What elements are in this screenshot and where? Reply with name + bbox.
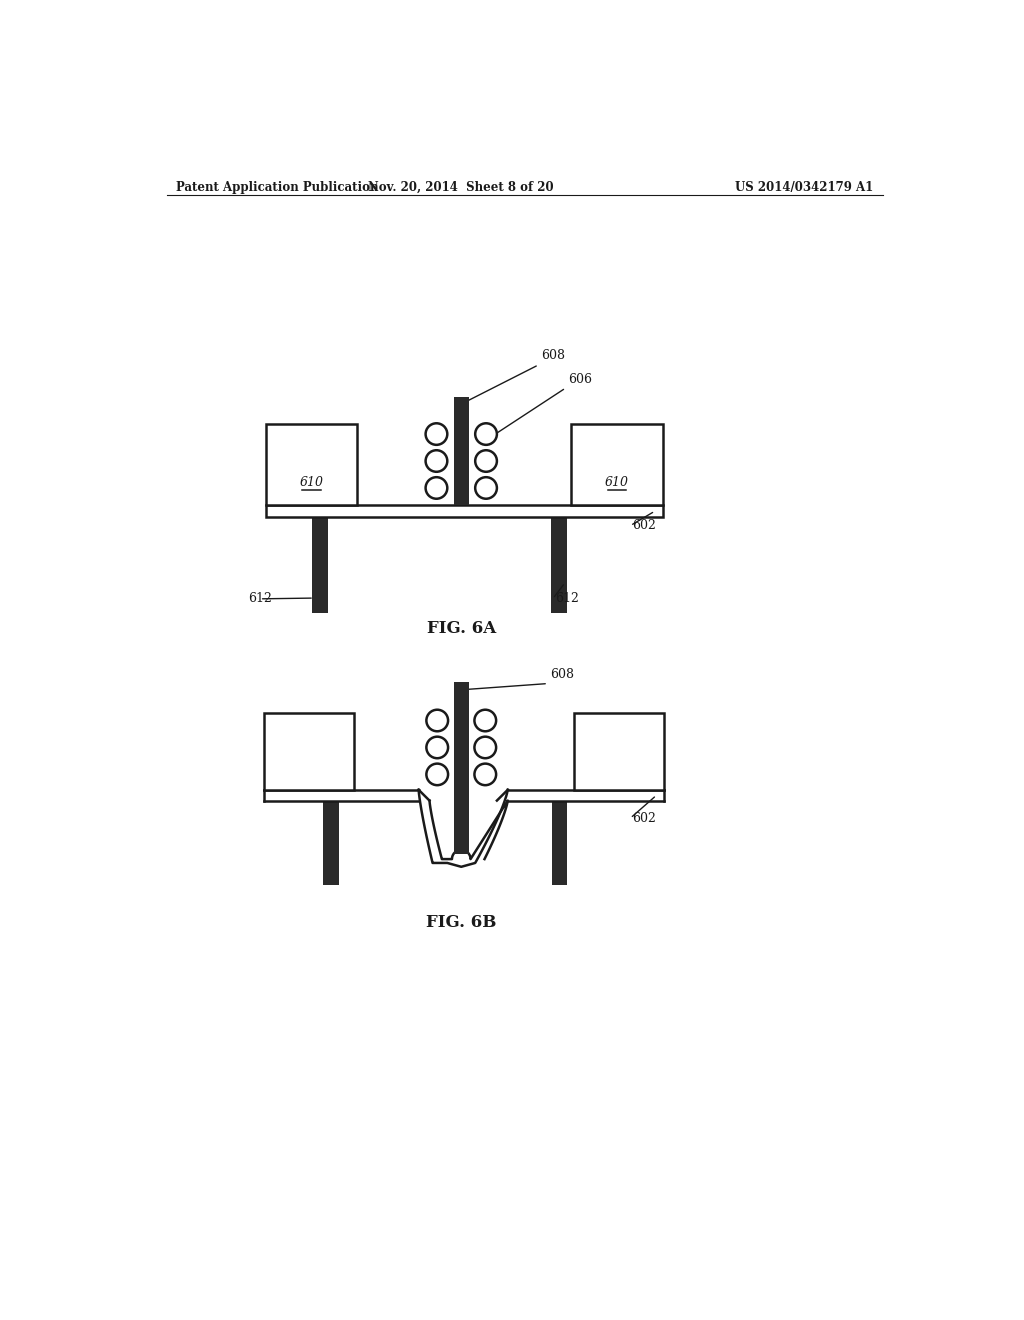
Circle shape [474,737,496,758]
Bar [263,713,353,789]
Bar [574,713,665,789]
Text: FIG. 6A: FIG. 6A [427,619,496,636]
Text: 608: 608 [541,350,565,363]
Bar [551,517,566,614]
Bar [552,800,567,886]
Bar [454,682,469,854]
Text: 610: 610 [300,477,324,490]
Text: 602: 602 [633,519,656,532]
Text: US 2014/0342179 A1: US 2014/0342179 A1 [735,181,873,194]
Circle shape [475,450,497,471]
Text: 612: 612 [555,593,579,606]
Text: 606: 606 [568,372,592,385]
Circle shape [474,763,496,785]
Bar [266,424,357,506]
Bar [324,800,339,886]
Bar [454,397,469,506]
Bar [312,517,328,614]
Circle shape [475,424,497,445]
Circle shape [426,424,447,445]
Text: Nov. 20, 2014  Sheet 8 of 20: Nov. 20, 2014 Sheet 8 of 20 [369,181,554,194]
Text: 608: 608 [550,668,574,681]
Text: Patent Application Publication: Patent Application Publication [176,181,379,194]
Circle shape [426,763,449,785]
Circle shape [426,478,447,499]
Text: 602: 602 [633,812,656,825]
Bar [266,504,663,517]
Circle shape [426,710,449,731]
Circle shape [426,737,449,758]
Text: 610: 610 [605,477,629,490]
Circle shape [475,478,497,499]
Text: 612: 612 [248,593,272,606]
Text: FIG. 6B: FIG. 6B [426,913,497,931]
Circle shape [426,450,447,471]
Circle shape [474,710,496,731]
Bar [571,424,663,506]
